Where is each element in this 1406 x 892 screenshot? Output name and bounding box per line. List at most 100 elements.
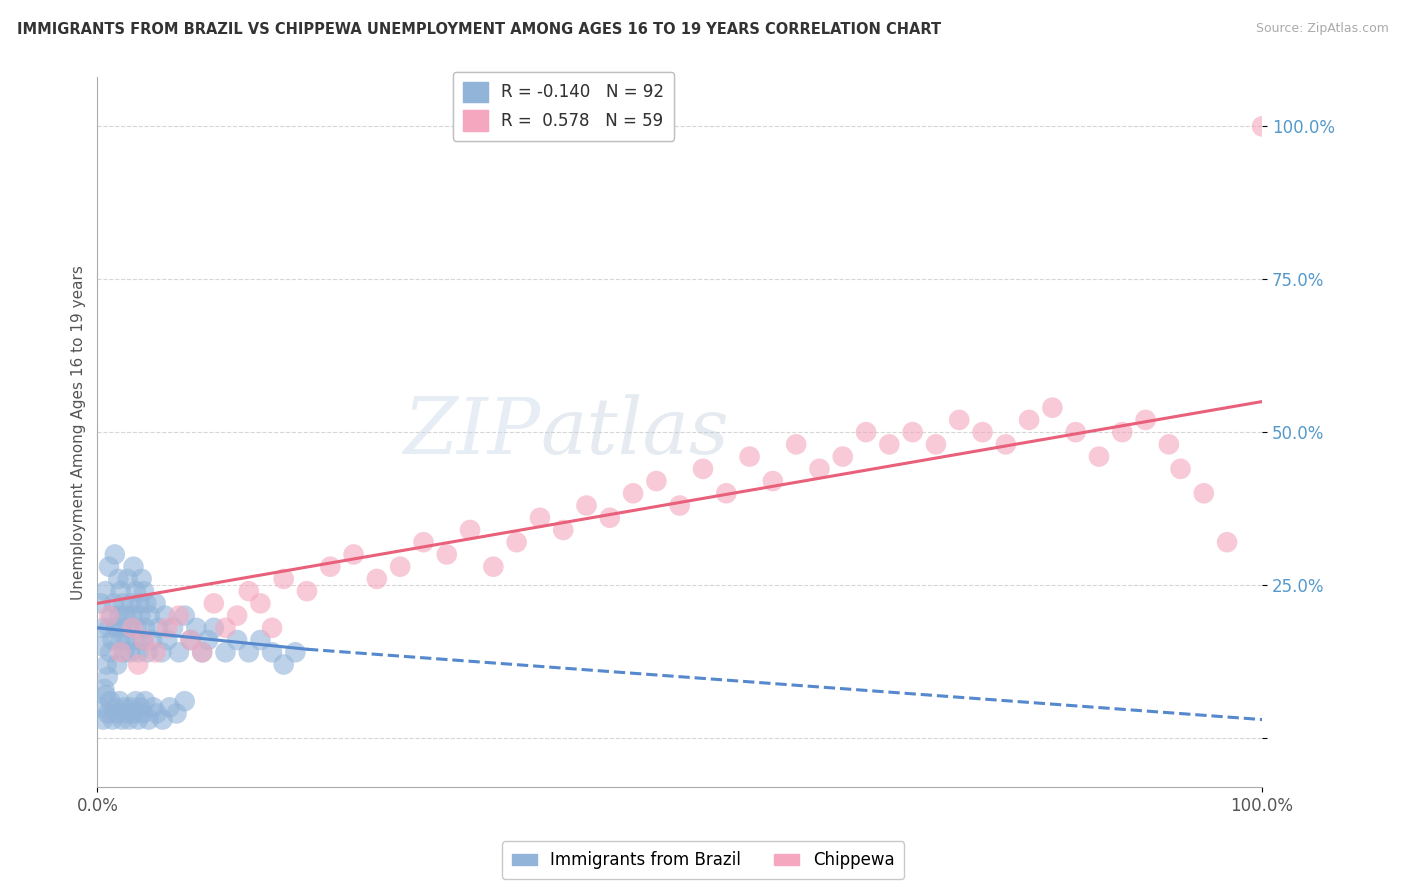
Point bbox=[146, 621, 169, 635]
Point bbox=[716, 486, 738, 500]
Point bbox=[342, 548, 364, 562]
Point bbox=[135, 596, 157, 610]
Point bbox=[107, 572, 129, 586]
Point bbox=[94, 584, 117, 599]
Point bbox=[141, 633, 163, 648]
Point bbox=[98, 559, 121, 574]
Point bbox=[145, 645, 167, 659]
Point bbox=[1018, 413, 1040, 427]
Point bbox=[136, 645, 159, 659]
Point bbox=[482, 559, 505, 574]
Point bbox=[260, 621, 283, 635]
Point bbox=[98, 694, 121, 708]
Point bbox=[436, 548, 458, 562]
Point bbox=[96, 657, 118, 672]
Point bbox=[122, 706, 145, 721]
Point bbox=[124, 633, 146, 648]
Point bbox=[91, 639, 114, 653]
Point bbox=[226, 608, 249, 623]
Point bbox=[226, 633, 249, 648]
Point bbox=[101, 633, 124, 648]
Point bbox=[97, 706, 120, 721]
Point bbox=[139, 608, 162, 623]
Point bbox=[120, 700, 142, 714]
Point bbox=[412, 535, 434, 549]
Point bbox=[1170, 462, 1192, 476]
Point bbox=[138, 713, 160, 727]
Point bbox=[127, 657, 149, 672]
Text: ZIP: ZIP bbox=[402, 394, 540, 470]
Point bbox=[118, 645, 141, 659]
Point bbox=[121, 608, 143, 623]
Point bbox=[115, 633, 138, 648]
Point bbox=[131, 572, 153, 586]
Point bbox=[132, 633, 155, 648]
Point bbox=[118, 713, 141, 727]
Point bbox=[156, 621, 179, 635]
Point bbox=[125, 584, 148, 599]
Point bbox=[93, 681, 115, 696]
Point bbox=[103, 596, 125, 610]
Point bbox=[186, 621, 208, 635]
Point bbox=[785, 437, 807, 451]
Point bbox=[110, 633, 132, 648]
Point bbox=[104, 700, 127, 714]
Point bbox=[98, 621, 121, 635]
Point bbox=[91, 621, 114, 635]
Point bbox=[167, 645, 190, 659]
Point bbox=[129, 608, 152, 623]
Text: atlas: atlas bbox=[540, 394, 728, 470]
Point bbox=[389, 559, 412, 574]
Point bbox=[110, 645, 132, 659]
Point bbox=[117, 572, 139, 586]
Point bbox=[1088, 450, 1111, 464]
Point bbox=[98, 608, 121, 623]
Point bbox=[1216, 535, 1239, 549]
Point bbox=[1157, 437, 1180, 451]
Point bbox=[621, 486, 644, 500]
Point bbox=[260, 645, 283, 659]
Point bbox=[599, 510, 621, 524]
Point bbox=[575, 499, 598, 513]
Point bbox=[808, 462, 831, 476]
Legend: Immigrants from Brazil, Chippewa: Immigrants from Brazil, Chippewa bbox=[502, 841, 904, 880]
Point bbox=[249, 633, 271, 648]
Point bbox=[925, 437, 948, 451]
Point bbox=[121, 621, 143, 635]
Point bbox=[134, 621, 156, 635]
Point bbox=[273, 572, 295, 586]
Point bbox=[145, 706, 167, 721]
Point bbox=[197, 633, 219, 648]
Point bbox=[901, 425, 924, 439]
Y-axis label: Unemployment Among Ages 16 to 19 years: Unemployment Among Ages 16 to 19 years bbox=[72, 265, 86, 599]
Point bbox=[98, 645, 121, 659]
Point bbox=[111, 621, 134, 635]
Point bbox=[118, 621, 141, 635]
Point bbox=[855, 425, 877, 439]
Point bbox=[142, 700, 165, 714]
Point bbox=[105, 657, 128, 672]
Point bbox=[284, 645, 307, 659]
Point bbox=[111, 713, 134, 727]
Point bbox=[159, 700, 181, 714]
Legend: R = -0.140   N = 92, R =  0.578   N = 59: R = -0.140 N = 92, R = 0.578 N = 59 bbox=[453, 71, 673, 141]
Point bbox=[972, 425, 994, 439]
Point bbox=[762, 474, 785, 488]
Point bbox=[101, 713, 124, 727]
Point bbox=[529, 510, 551, 524]
Point bbox=[134, 694, 156, 708]
Point bbox=[108, 694, 131, 708]
Point bbox=[692, 462, 714, 476]
Point bbox=[110, 584, 132, 599]
Point bbox=[100, 608, 122, 623]
Point bbox=[152, 713, 174, 727]
Point bbox=[150, 645, 173, 659]
Point bbox=[129, 700, 152, 714]
Point bbox=[180, 633, 202, 648]
Point bbox=[249, 596, 271, 610]
Point bbox=[994, 437, 1017, 451]
Point bbox=[295, 584, 318, 599]
Point bbox=[104, 621, 127, 635]
Point bbox=[948, 413, 970, 427]
Point bbox=[366, 572, 388, 586]
